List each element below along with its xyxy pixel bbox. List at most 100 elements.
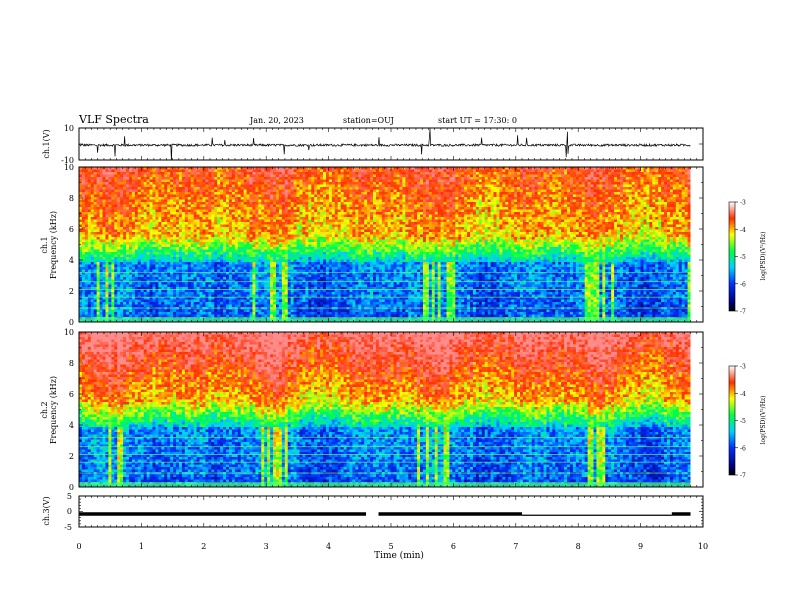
spectrogram-cell	[337, 192, 342, 195]
spectrogram-cell	[390, 169, 394, 173]
spectrogram-cell	[140, 202, 145, 205]
spectrogram-cell	[502, 212, 506, 215]
spectrogram-cell	[231, 209, 236, 213]
spectrogram-cell	[270, 179, 274, 183]
spectrogram-cell	[317, 212, 321, 215]
spectrogram-cell	[581, 222, 586, 225]
spectrogram-cell	[417, 187, 421, 190]
spectrogram-cell	[631, 187, 636, 190]
spectrogram-cell	[514, 192, 518, 195]
spectrogram-cell	[684, 184, 688, 188]
spectrogram-cell	[478, 174, 483, 178]
spectrogram-cell	[505, 169, 509, 173]
spectrogram-cell	[493, 167, 497, 170]
spectrogram-cell	[340, 192, 344, 195]
spectrogram-cell	[249, 187, 253, 190]
spectrogram-cell	[114, 179, 118, 183]
spectrogram-cell	[537, 174, 541, 178]
spectrogram-cell	[596, 212, 600, 215]
spectrogram-cell	[425, 202, 430, 205]
spectrogram-cell	[337, 202, 342, 205]
spectrogram-cell	[487, 199, 491, 203]
spectrogram-cell	[237, 214, 242, 218]
spectrogram-cell	[378, 174, 383, 178]
spectrogram-cell	[234, 182, 239, 185]
spectrogram-cell	[508, 212, 512, 215]
spectrogram-cell	[193, 194, 197, 198]
spectrogram-cell	[531, 197, 536, 200]
spectrogram-cell	[499, 197, 503, 200]
spectrogram-cell	[99, 222, 103, 225]
spectrogram-cell	[611, 199, 615, 203]
spectrogram-cell	[178, 189, 183, 193]
spectrogram-cell	[378, 189, 383, 193]
spectrogram-cell	[375, 217, 380, 220]
spectrogram-cell	[346, 187, 350, 190]
spectrogram-cell	[458, 222, 462, 225]
spectrogram-cell	[472, 184, 477, 188]
spectrogram-cell	[79, 184, 83, 188]
spectrogram-cell	[146, 182, 150, 185]
spectrogram-cell	[270, 204, 274, 208]
spectrogram-cell	[134, 174, 139, 178]
spectrogram-cell	[522, 172, 527, 175]
spectrogram-cell	[428, 184, 433, 188]
spectrogram-cell	[84, 167, 89, 170]
spectrogram-cell	[514, 209, 518, 213]
spectrogram-cell	[302, 202, 306, 205]
spectrogram-cell	[178, 172, 183, 175]
spectrogram-cell	[605, 209, 609, 213]
spectrogram-cell	[346, 194, 350, 198]
spectrogram-cell	[396, 187, 400, 190]
spectrogram-cell	[428, 194, 433, 198]
spectrogram-cell	[205, 167, 209, 170]
spectrogram-cell	[120, 207, 124, 210]
spectrogram-cell	[96, 179, 100, 183]
spectrogram-cell	[605, 222, 609, 225]
spectrogram-cell	[437, 219, 442, 223]
spectrogram-cell	[373, 222, 377, 225]
spectrogram-cell	[223, 189, 227, 193]
spectrogram-cell	[226, 212, 230, 215]
spectrogram-cell	[517, 169, 521, 173]
spectrogram-cell	[634, 207, 638, 210]
spectrogram-cell	[373, 204, 377, 208]
spectrogram-cell	[431, 184, 436, 188]
spectrogram-cell	[443, 222, 447, 225]
spectrogram-cell	[420, 207, 424, 210]
spectrogram-cell	[237, 184, 242, 188]
spectrogram-cell	[181, 199, 186, 203]
spectrogram-cell	[220, 197, 224, 200]
spectrogram-cell	[158, 197, 162, 200]
spectrogram-cell	[425, 172, 430, 175]
spectrogram-cell	[378, 187, 383, 190]
spectrogram-cell	[261, 187, 265, 190]
spectrogram-cell	[340, 189, 344, 193]
spectrogram-cell	[478, 189, 483, 193]
spectrogram-cell	[152, 174, 156, 178]
spectrogram-cell	[302, 174, 306, 178]
spectrogram-cell	[187, 187, 192, 190]
spectrogram-cell	[437, 199, 442, 203]
spectrogram-cell	[467, 199, 471, 203]
spectrogram-cell	[487, 222, 491, 225]
spectrogram-cell	[622, 182, 627, 185]
spectrogram-cell	[343, 194, 347, 198]
spectrogram-cell	[446, 204, 450, 208]
spectrogram-cell	[317, 197, 321, 200]
spectrogram-cell	[581, 207, 586, 210]
spectrogram-cell	[558, 194, 562, 198]
spectrogram-cell	[214, 179, 218, 183]
spectrogram-cell	[478, 202, 483, 205]
spectrogram-cell	[296, 217, 300, 220]
spectrogram-cell	[273, 179, 277, 183]
spectrogram-cell	[211, 194, 215, 198]
spectrogram-cell	[378, 217, 383, 220]
spectrogram-cell	[422, 217, 427, 220]
spectrogram-cell	[605, 187, 609, 190]
spectrogram-cell	[431, 187, 436, 190]
spectrogram-cell	[105, 202, 109, 205]
spectrogram-cell	[684, 192, 688, 195]
spectrogram-cell	[111, 219, 115, 223]
spectrogram-cell	[496, 187, 500, 190]
